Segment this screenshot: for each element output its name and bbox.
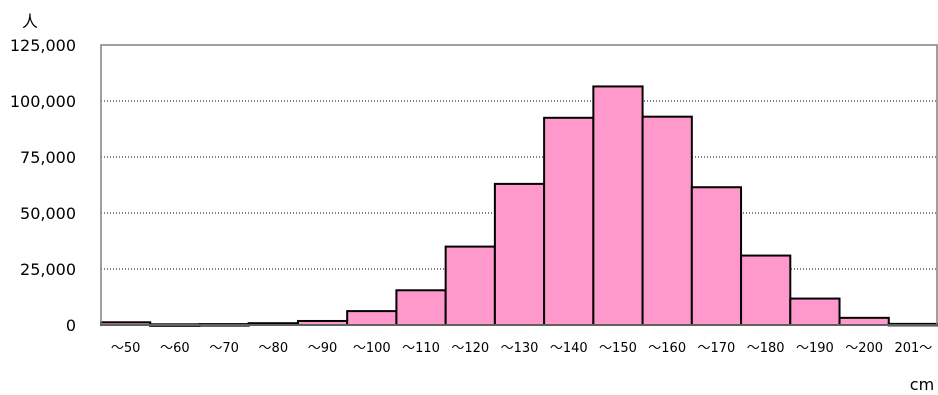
bar-6 (395, 289, 447, 326)
x-tick-label: ～110 (402, 341, 440, 356)
y-tick-label: 25,000 (20, 260, 76, 279)
x-tick-label: ～100 (353, 341, 391, 356)
x-tick-label: ～90 (308, 341, 338, 356)
x-tick-label: ～150 (599, 341, 637, 356)
x-tick-label: ～140 (550, 341, 588, 356)
x-tick-label: ～50 (111, 341, 141, 356)
y-tick-label: 50,000 (20, 204, 76, 223)
y-tick-labels: 0 25,000 50,000 75,000 100,000 125,000 (10, 36, 76, 335)
x-tick-label: ～80 (259, 341, 289, 356)
x-tick-label: ～170 (698, 341, 736, 356)
bar-8 (493, 182, 546, 326)
bars (100, 85, 938, 327)
bar-14 (789, 297, 841, 326)
bar-10 (592, 85, 644, 326)
x-tick-label: ～160 (648, 341, 686, 356)
x-tick-label: ～130 (501, 341, 539, 356)
y-tick-label: 100,000 (10, 92, 76, 111)
y-tick-label: 125,000 (10, 36, 76, 55)
x-tick-label: ～120 (451, 341, 489, 356)
plot-area-frame (100, 44, 938, 326)
bar-9 (543, 116, 595, 326)
bar-5 (346, 310, 398, 326)
x-tick-labels: ～50 ～60 ～70 ～80 ～90 ～100 ～110 ～120 ～130 ～140 ～150 ～… (111, 341, 932, 356)
x-tick-label: 201～ (894, 341, 932, 356)
x-tick-label: ～60 (160, 341, 190, 356)
bar-11 (641, 115, 693, 327)
x-tick-label: ～70 (209, 341, 239, 356)
y-tick-label: 75,000 (20, 148, 76, 167)
x-tick-label: ～190 (796, 341, 834, 356)
y-tick-label: 0 (66, 316, 76, 335)
bar-15 (838, 316, 890, 327)
x-tick-label: ～180 (747, 341, 785, 356)
bar-12 (690, 186, 743, 326)
x-tick-label: ～200 (845, 341, 883, 356)
bar-7 (444, 245, 496, 327)
x-axis-unit-label: cm (910, 375, 934, 394)
y-axis-unit-label: 人 (22, 12, 38, 31)
bar-13 (740, 254, 792, 326)
